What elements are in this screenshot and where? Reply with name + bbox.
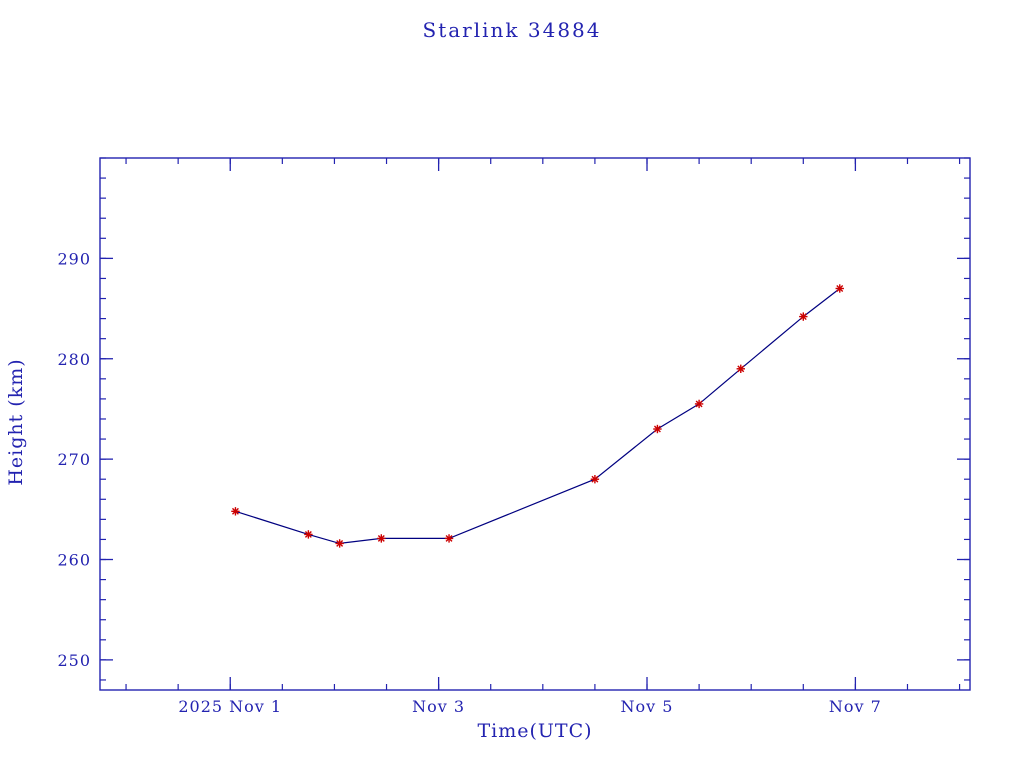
y-tick-label: 280 <box>57 350 91 369</box>
x-tick-label: 2025 Nov 1 <box>178 697 282 716</box>
data-point-marker <box>590 475 600 484</box>
chart-title: Starlink 34884 <box>422 18 602 42</box>
y-tick-label: 290 <box>57 249 91 268</box>
data-point-marker <box>444 534 454 543</box>
y-tick-label: 270 <box>57 450 91 469</box>
height-series-line <box>235 288 841 545</box>
x-tick-label: Nov 7 <box>829 697 882 716</box>
data-point-marker <box>304 530 313 539</box>
data-point-marker <box>799 312 808 321</box>
x-tick-label: Nov 3 <box>412 697 465 716</box>
plot-frame <box>99 157 971 691</box>
data-point-marker <box>231 507 240 516</box>
data-point-marker <box>335 539 344 548</box>
data-point-marker <box>694 399 704 409</box>
y-tick-label: 250 <box>57 651 91 670</box>
x-tick-label: Nov 5 <box>621 697 674 716</box>
data-point-marker <box>835 284 844 293</box>
data-point-marker <box>653 424 662 434</box>
data-point-marker <box>736 364 745 373</box>
y-tick-label: 260 <box>57 551 91 570</box>
data-point-marker <box>377 534 386 543</box>
x-axis-label: Time(UTC) <box>477 720 593 742</box>
